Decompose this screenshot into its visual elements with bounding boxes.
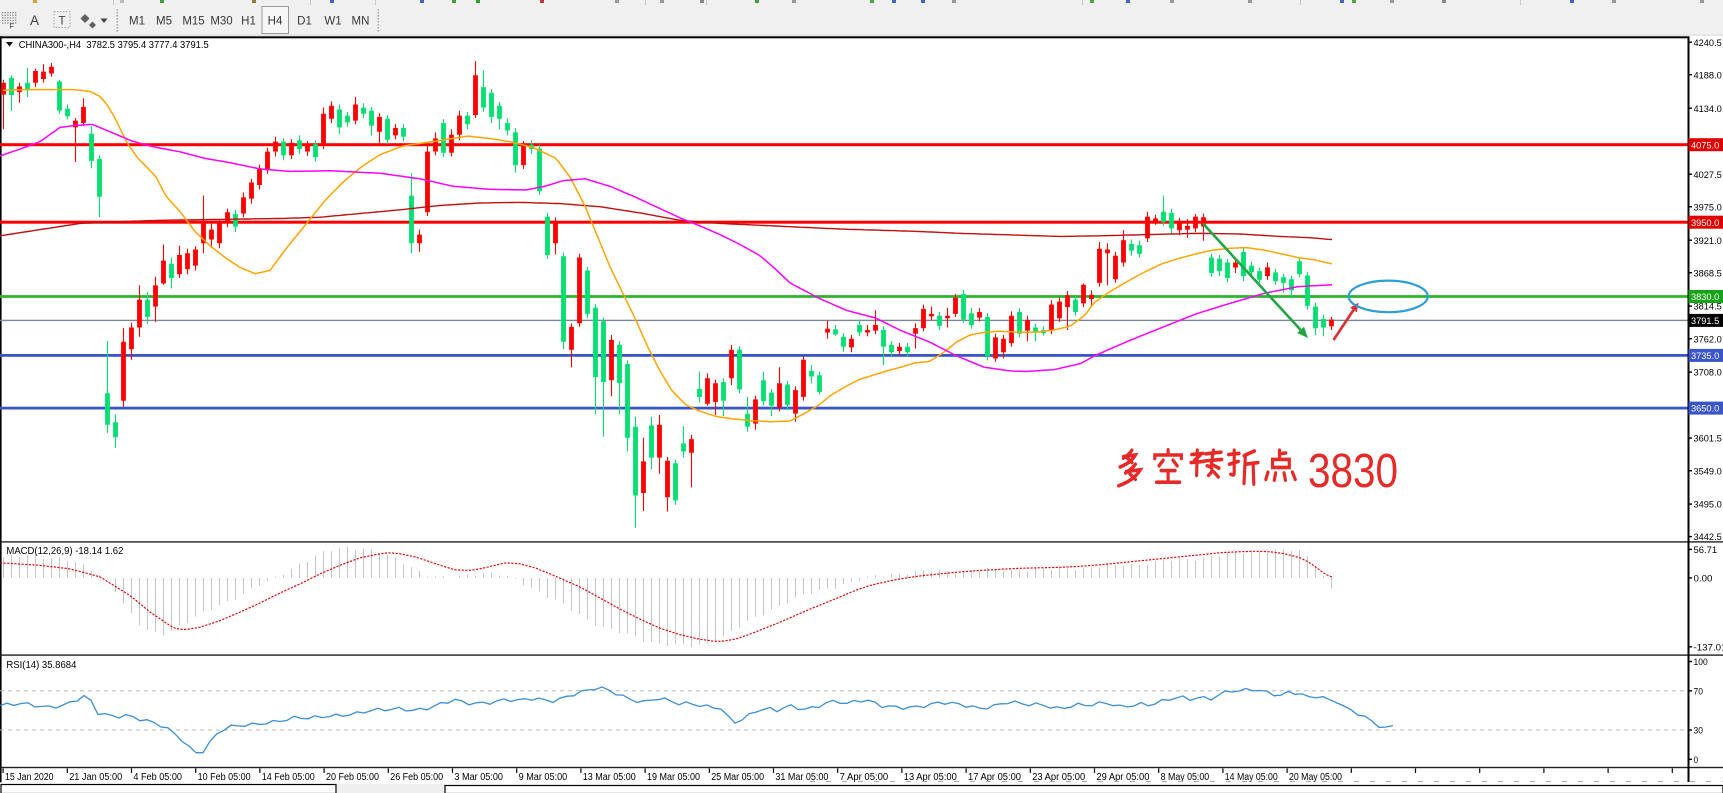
svg-text:D1: D1 xyxy=(297,16,312,28)
svg-text:4027.5: 4027.5 xyxy=(1694,170,1722,181)
svg-text:19 Mar 05:00: 19 Mar 05:00 xyxy=(647,772,701,783)
svg-text:3495.0: 3495.0 xyxy=(1694,500,1722,511)
svg-text:3975.0: 3975.0 xyxy=(1694,202,1722,213)
svg-text:3791.5: 3791.5 xyxy=(1691,316,1719,327)
svg-text:56.71: 56.71 xyxy=(1694,545,1718,556)
svg-text:17 Apr 05:00: 17 Apr 05:00 xyxy=(968,772,1022,783)
svg-text:3814.5: 3814.5 xyxy=(1694,302,1722,313)
svg-text:15 Jan 2020: 15 Jan 2020 xyxy=(5,772,54,783)
svg-text:70: 70 xyxy=(1694,686,1703,697)
svg-text:M1: M1 xyxy=(129,16,145,28)
svg-text:-137.01: -137.01 xyxy=(1694,642,1723,653)
svg-text:3549.0: 3549.0 xyxy=(1694,466,1722,477)
svg-text:4075.0: 4075.0 xyxy=(1691,140,1719,151)
svg-text:20 Feb 05:00: 20 Feb 05:00 xyxy=(326,772,379,783)
svg-text:4 Feb 05:00: 4 Feb 05:00 xyxy=(133,772,182,783)
svg-text:3950.0: 3950.0 xyxy=(1691,218,1719,229)
svg-text:10 Feb 05:00: 10 Feb 05:00 xyxy=(198,772,251,783)
svg-text:31 Mar 05:00: 31 Mar 05:00 xyxy=(775,772,829,783)
svg-text:21 Jan 05:00: 21 Jan 05:00 xyxy=(69,772,123,783)
svg-text:3868.5: 3868.5 xyxy=(1694,268,1722,279)
svg-text:W1: W1 xyxy=(324,16,341,28)
svg-text:3442.5: 3442.5 xyxy=(1694,532,1722,543)
svg-text:3762.0: 3762.0 xyxy=(1694,334,1722,345)
svg-text:0: 0 xyxy=(1694,755,1699,766)
svg-text:26 Feb 05:00: 26 Feb 05:00 xyxy=(390,772,443,783)
svg-text:100: 100 xyxy=(1694,657,1708,668)
svg-text:4134.0: 4134.0 xyxy=(1694,104,1722,115)
svg-text:13 Apr 05:00: 13 Apr 05:00 xyxy=(904,772,958,783)
svg-text:M5: M5 xyxy=(156,16,172,28)
svg-text:13 Mar 05:00: 13 Mar 05:00 xyxy=(583,772,637,783)
svg-text:14 May 05:00: 14 May 05:00 xyxy=(1225,772,1278,783)
svg-text:14 Feb 05:00: 14 Feb 05:00 xyxy=(262,772,315,783)
svg-text:4188.0: 4188.0 xyxy=(1694,70,1722,81)
svg-text:M15: M15 xyxy=(182,16,204,28)
svg-text:23 Apr 05:00: 23 Apr 05:00 xyxy=(1032,772,1086,783)
svg-text:3830.0: 3830.0 xyxy=(1691,292,1719,303)
svg-text:20 May 05:00: 20 May 05:00 xyxy=(1289,772,1342,783)
svg-text:MACD(12,26,9) -18.14 1.62: MACD(12,26,9) -18.14 1.62 xyxy=(6,546,123,557)
svg-text:8 May 05:00: 8 May 05:00 xyxy=(1161,772,1210,783)
svg-text:F: F xyxy=(10,22,15,31)
svg-text:MN: MN xyxy=(352,16,370,28)
svg-text:3921.0: 3921.0 xyxy=(1694,236,1722,247)
svg-text:3708.0: 3708.0 xyxy=(1694,368,1722,379)
svg-text:RSI(14) 35.8684: RSI(14) 35.8684 xyxy=(6,660,76,671)
svg-text:3601.5: 3601.5 xyxy=(1694,434,1722,445)
svg-text:A: A xyxy=(30,13,39,28)
svg-text:0.00: 0.00 xyxy=(1694,574,1713,585)
svg-text:3735.0: 3735.0 xyxy=(1691,351,1719,362)
svg-text:T: T xyxy=(59,16,66,28)
svg-text:30: 30 xyxy=(1694,726,1703,737)
svg-text:H4: H4 xyxy=(268,16,283,28)
svg-text:29 Apr 05:00: 29 Apr 05:00 xyxy=(1096,772,1150,783)
svg-text:7 Apr 05:00: 7 Apr 05:00 xyxy=(840,772,889,783)
svg-text:3650.0: 3650.0 xyxy=(1691,404,1719,415)
svg-text:3 Mar 05:00: 3 Mar 05:00 xyxy=(454,772,503,783)
svg-text:M30: M30 xyxy=(210,16,232,28)
svg-text:4240.5: 4240.5 xyxy=(1694,38,1722,49)
svg-text:3830: 3830 xyxy=(1308,445,1398,498)
svg-text:25 Mar 05:00: 25 Mar 05:00 xyxy=(711,772,765,783)
svg-text:H1: H1 xyxy=(241,16,256,28)
svg-text:CHINA300-,H4 3782.5 3795.4 37: CHINA300-,H4 3782.5 3795.4 3777.4 3791.5 xyxy=(19,40,209,51)
svg-text:9 Mar 05:00: 9 Mar 05:00 xyxy=(519,772,568,783)
